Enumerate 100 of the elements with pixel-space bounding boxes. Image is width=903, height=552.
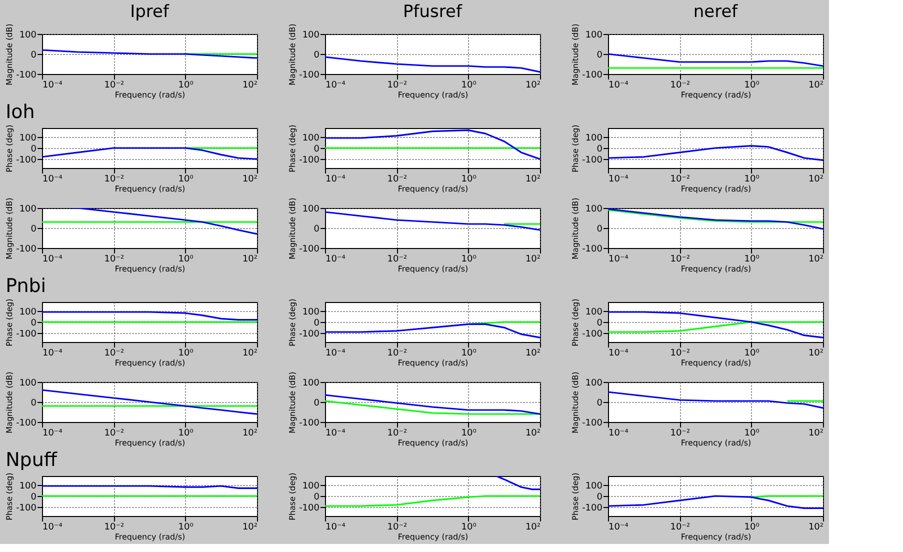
x-tick-label: 10⁻² bbox=[104, 80, 124, 90]
x-axis-title: Frequency (rad/s) bbox=[398, 264, 468, 274]
y-tick-label: 100 bbox=[585, 204, 603, 214]
y-tick-label: 0 bbox=[30, 50, 37, 60]
x-tick-label: 10⁰ bbox=[744, 80, 760, 90]
y-tick-label: -100 bbox=[582, 244, 603, 254]
y-axis-title: Phase (deg) bbox=[5, 472, 14, 520]
x-axis-title: Frequency (rad/s) bbox=[398, 438, 468, 448]
x-tick-label: 10² bbox=[242, 254, 258, 264]
y-tick-label: 0 bbox=[596, 398, 603, 408]
x-tick-label: 10⁰ bbox=[744, 522, 760, 532]
y-tick-label: 100 bbox=[19, 481, 37, 492]
x-tick-label: 10⁰ bbox=[461, 348, 477, 358]
x-axis-title: Frequency (rad/s) bbox=[114, 264, 186, 274]
y-tick-label: -100 bbox=[16, 70, 37, 80]
y-axis-title: Phase (deg) bbox=[571, 472, 580, 520]
x-tick-label: 10⁻² bbox=[387, 80, 408, 90]
y-axis-title: Phase (deg) bbox=[288, 298, 298, 346]
x-tick-label: 10⁰ bbox=[178, 348, 194, 358]
x-tick-label: 10⁰ bbox=[178, 522, 194, 532]
x-tick-label: 10⁻² bbox=[387, 174, 408, 184]
y-axis-title: Phase (deg) bbox=[571, 124, 580, 172]
y-tick-label: 100 bbox=[585, 307, 603, 318]
y-tick-label: 0 bbox=[314, 144, 320, 154]
x-tick-label: 10⁰ bbox=[178, 174, 194, 184]
x-tick-label: 10⁻² bbox=[104, 522, 124, 532]
y-tick-label: 100 bbox=[19, 307, 37, 318]
x-tick-label: 10² bbox=[808, 348, 824, 358]
x-axis-title: Frequency (rad/s) bbox=[398, 358, 468, 368]
x-axis-title: Frequency (rad/s) bbox=[680, 184, 752, 194]
x-axis-title: Frequency (rad/s) bbox=[398, 184, 468, 194]
y-tick-label: -100 bbox=[16, 418, 37, 428]
x-tick-label: 10² bbox=[525, 428, 541, 438]
x-tick-label: 10⁻² bbox=[387, 522, 408, 532]
y-tick-label: -100 bbox=[16, 504, 37, 514]
y-tick-label: 0 bbox=[596, 50, 603, 60]
x-tick-label: 10² bbox=[242, 80, 258, 90]
x-tick-label: 10² bbox=[525, 348, 541, 358]
x-axis-title: Frequency (rad/s) bbox=[398, 90, 468, 100]
y-tick-label: 100 bbox=[302, 378, 320, 388]
x-axis-title: Frequency (rad/s) bbox=[114, 184, 186, 194]
x-tick-label: 10⁰ bbox=[178, 254, 194, 264]
x-tick-label: 10⁻⁴ bbox=[326, 522, 346, 532]
y-tick-label: 0 bbox=[314, 492, 320, 502]
x-tick-label: 10² bbox=[525, 522, 541, 532]
x-axis-title: Frequency (rad/s) bbox=[680, 264, 752, 274]
y-tick-label: 100 bbox=[585, 481, 603, 492]
y-tick-label: -100 bbox=[16, 244, 37, 254]
x-axis-title: Frequency (rad/s) bbox=[680, 438, 752, 448]
x-axis-title: Frequency (rad/s) bbox=[114, 438, 186, 448]
x-tick-label: 10⁻⁴ bbox=[326, 80, 346, 90]
y-axis-title: Magnitude (dB) bbox=[571, 372, 580, 434]
y-tick-label: 0 bbox=[596, 144, 603, 154]
y-axis-title: Magnitude (dB) bbox=[288, 372, 298, 434]
x-tick-label: 10² bbox=[525, 80, 541, 90]
y-tick-label: -100 bbox=[582, 156, 603, 166]
x-tick-label: 10⁻² bbox=[670, 348, 690, 358]
y-tick-label: -100 bbox=[16, 330, 37, 340]
y-tick-label: 0 bbox=[314, 318, 320, 328]
y-axis-title: Magnitude (dB) bbox=[288, 24, 298, 86]
x-tick-label: 10⁻⁴ bbox=[608, 522, 629, 532]
y-tick-label: -100 bbox=[299, 330, 320, 340]
x-tick-label: 10⁻⁴ bbox=[42, 522, 63, 532]
x-tick-label: 10⁻⁴ bbox=[42, 348, 63, 358]
x-tick-label: 10⁻² bbox=[670, 254, 690, 264]
x-tick-label: 10² bbox=[808, 80, 824, 90]
x-axis-title: Frequency (rad/s) bbox=[680, 532, 752, 542]
x-tick-label: 10⁻² bbox=[387, 428, 408, 438]
y-axis-title: Phase (deg) bbox=[5, 298, 14, 346]
x-tick-label: 10⁰ bbox=[461, 174, 477, 184]
x-tick-label: 10⁻⁴ bbox=[42, 254, 63, 264]
y-axis-title: Magnitude (dB) bbox=[5, 24, 14, 86]
x-tick-label: 10⁻² bbox=[670, 80, 690, 90]
y-tick-label: 100 bbox=[302, 204, 320, 214]
y-tick-label: 0 bbox=[30, 318, 37, 328]
x-axis-title: Frequency (rad/s) bbox=[114, 90, 186, 100]
x-tick-label: 10² bbox=[808, 254, 824, 264]
x-tick-label: 10⁰ bbox=[461, 428, 477, 438]
x-tick-label: 10² bbox=[525, 174, 541, 184]
x-tick-label: 10⁻⁴ bbox=[42, 80, 63, 90]
x-axis-title: Frequency (rad/s) bbox=[114, 358, 186, 368]
x-tick-label: 10⁰ bbox=[461, 522, 477, 532]
x-tick-label: 10⁻² bbox=[104, 428, 124, 438]
y-tick-label: -100 bbox=[582, 330, 603, 340]
x-tick-label: 10⁻² bbox=[387, 348, 408, 358]
x-tick-label: 10⁻² bbox=[104, 254, 124, 264]
x-tick-label: 10⁻² bbox=[670, 522, 690, 532]
x-tick-label: 10⁰ bbox=[461, 254, 477, 264]
y-tick-label: 100 bbox=[302, 30, 320, 40]
y-tick-label: 100 bbox=[302, 307, 320, 318]
x-tick-label: 10² bbox=[525, 254, 541, 264]
y-tick-label: -100 bbox=[299, 418, 320, 428]
x-tick-label: 10⁻⁴ bbox=[326, 254, 346, 264]
y-tick-label: -100 bbox=[299, 70, 320, 80]
y-tick-label: 100 bbox=[19, 378, 37, 388]
y-tick-label: -100 bbox=[582, 418, 603, 428]
x-tick-label: 10⁻² bbox=[104, 348, 124, 358]
y-axis-title: Phase (deg) bbox=[288, 124, 298, 172]
y-tick-label: 100 bbox=[19, 204, 37, 214]
y-tick-label: 0 bbox=[30, 492, 37, 502]
